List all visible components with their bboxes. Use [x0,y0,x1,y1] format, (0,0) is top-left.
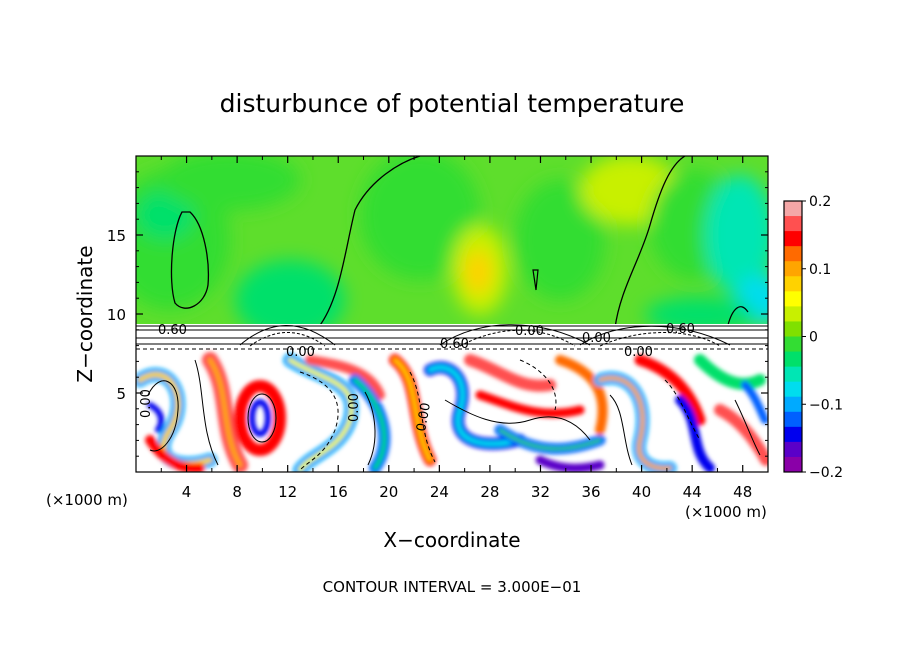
x-axis-label: X−coordinate [383,528,520,552]
y-tick-label: 10 [107,306,126,324]
colorbar-swatch [784,351,802,368]
upper-layer-field [136,156,768,340]
colorbar-swatch [784,201,802,217]
contour-label: 0.60 [666,322,695,337]
colorbar: 0.2 0.1 0 −0.1 −0.2 [783,194,843,481]
contour-label: 0.60 [440,337,469,352]
contour-label: 0.00 [582,331,611,346]
x-tick-label: 44 [683,483,702,501]
colorbar-swatch [784,411,802,428]
colorbar-tick-label: 0.2 [809,194,831,210]
plot-area [136,156,768,472]
contour-labels: 0.60 0.00 0.00 0.00 0.00 0.00 0.60 0.00 … [139,322,695,433]
contour-label: 0.00 [286,345,315,360]
x-tick-label: 36 [581,483,600,501]
chart-title: disturbunce of potential temperature [220,89,685,118]
colorbar-swatch [784,216,802,232]
y-tick-label: 5 [116,385,126,403]
x-axis: 4 8 12 16 20 24 28 32 36 40 44 48 [160,156,752,501]
y-tick-label: 15 [107,227,126,245]
colorbar-swatch [784,381,802,398]
x-tick-label: 32 [531,483,550,501]
colorbar-swatch [784,426,802,443]
inversion-band [136,324,768,352]
contour-label: 0.00 [347,393,362,422]
colorbar-tick-label: 0 [809,330,818,346]
colorbar-swatch [784,246,802,262]
x-unit-right: (×1000 m) [685,503,767,521]
x-tick-label: 16 [329,483,348,501]
x-tick-label: 40 [632,483,651,501]
colorbar-tick-label: 0.1 [809,262,831,278]
colorbar-swatch [784,306,802,322]
y-axis-label: Z−coordinate [73,245,97,382]
colorbar-swatch [784,441,802,458]
x-tick-label: 4 [182,483,192,501]
x-tick-label: 8 [232,483,242,501]
contour-label: 0.00 [414,402,434,433]
contour-interval-note: CONTOUR INTERVAL = 3.000E−01 [323,578,582,596]
colorbar-swatch [784,231,802,247]
contour-label: 0.00 [139,389,154,418]
colorbar-tick-label: −0.2 [809,465,843,481]
lower-layer-field [136,352,768,472]
x-tick-label: 20 [379,483,398,501]
x-tick-label: 28 [480,483,499,501]
colorbar-swatch [784,456,802,473]
colorbar-swatch [784,261,802,277]
colorbar-swatch [784,291,802,307]
x-tick-label: 48 [733,483,752,501]
colorbar-swatch [784,336,802,353]
x-tick-label: 12 [278,483,297,501]
colorbar-swatch [784,321,802,337]
x-tick-label: 24 [430,483,449,501]
x-unit-left: (×1000 m) [46,491,128,509]
y-axis: 5 10 15 [107,171,768,457]
colorbar-tick-label: −0.1 [809,397,843,413]
colorbar-swatch [784,276,802,292]
contour-label: 0.00 [624,345,653,360]
colorbar-swatch [784,396,802,413]
contour-label: 0.00 [515,324,544,339]
contour-label: 0.60 [158,323,187,338]
colorbar-swatch [784,366,802,383]
